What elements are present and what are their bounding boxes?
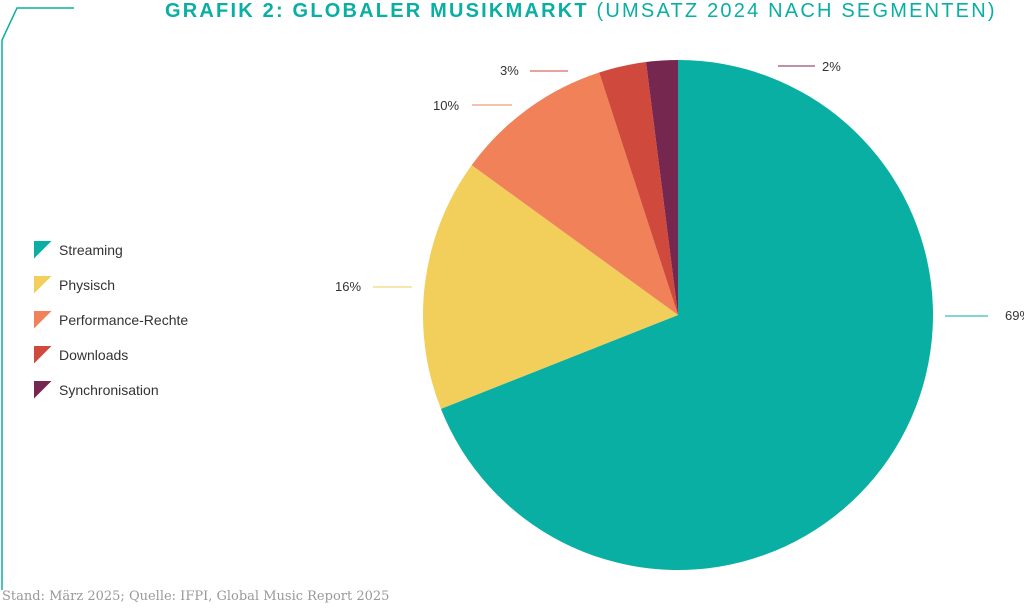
legend-item: Downloads: [34, 337, 188, 372]
legend-label: Streaming: [59, 241, 123, 258]
pie-slice-performance-rechte: [471, 72, 678, 315]
data-label: 3%: [500, 63, 519, 78]
pie-slice-streaming: [440, 60, 933, 570]
legend-item: Streaming: [34, 232, 188, 267]
legend-item: Synchronisation: [34, 372, 188, 407]
legend-label: Physisch: [59, 276, 116, 293]
data-label: 69%: [1005, 308, 1024, 323]
chart-title: GRAFIK 2: GLOBALER MUSIKMARKT (UMSATZ 20…: [165, 0, 997, 23]
title-sub: (UMSATZ 2024 NACH SEGMENTEN): [596, 0, 997, 22]
pie-slice-downloads: [599, 62, 678, 316]
pie-slice-physisch: [422, 165, 678, 409]
legend-item: Performance-Rechte: [34, 302, 188, 337]
pie-slice-synchronisation: [646, 60, 678, 315]
source-note: Stand: März 2025; Quelle: IFPI, Global M…: [2, 589, 390, 604]
data-label: 10%: [433, 98, 459, 113]
title-main: GRAFIK 2: GLOBALER MUSIKMARKT: [165, 0, 589, 22]
legend-item: Physisch: [34, 267, 188, 302]
legend-label: Downloads: [59, 346, 129, 363]
legend-label: Performance-Rechte: [59, 311, 189, 328]
legend-label: Synchronisation: [59, 381, 159, 398]
data-label: 16%: [335, 279, 361, 294]
data-label: 2%: [822, 59, 841, 74]
legend: Streaming Physisch Performance-Rechte Downl…: [34, 232, 188, 407]
